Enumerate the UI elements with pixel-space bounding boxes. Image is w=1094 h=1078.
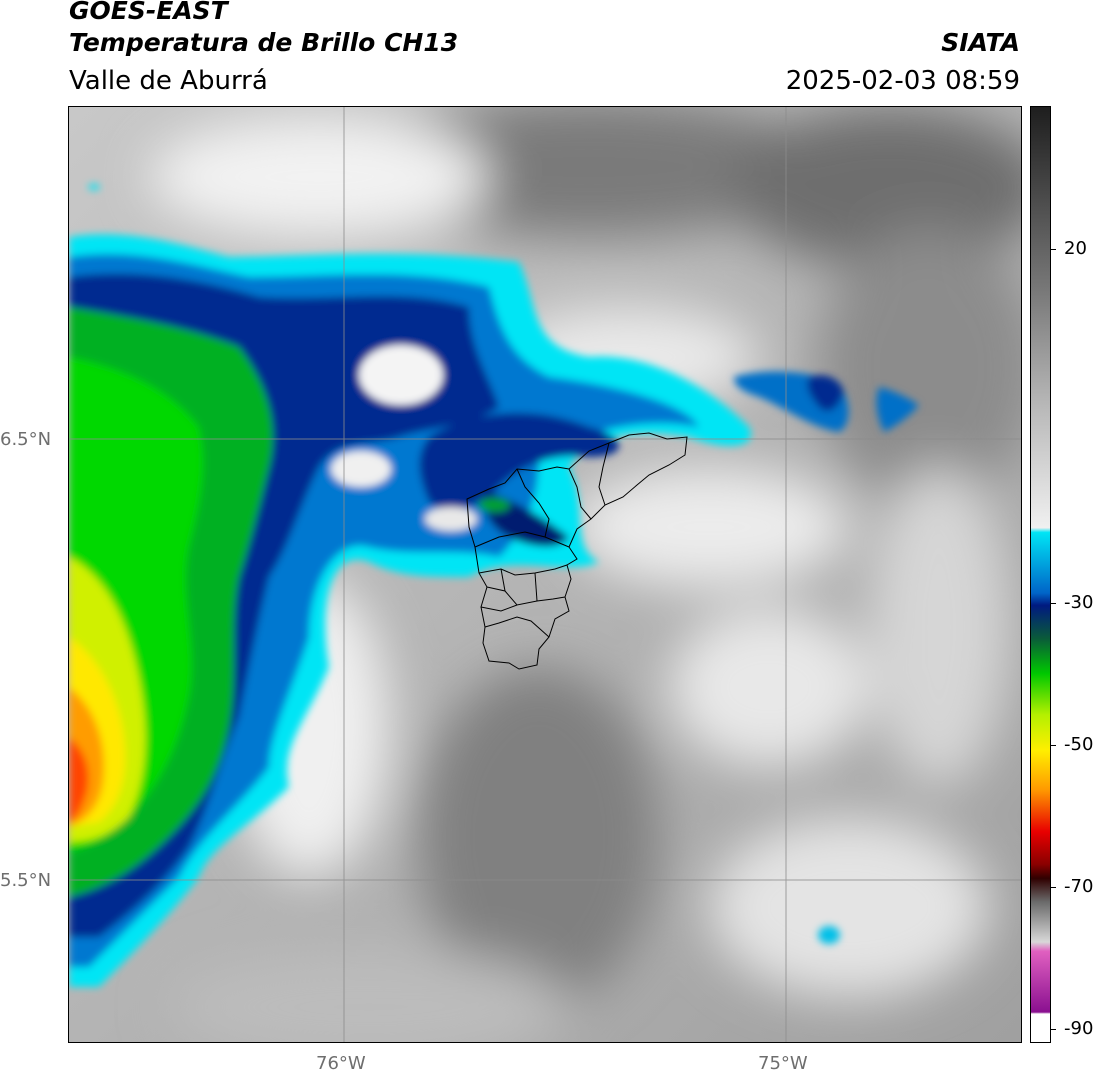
colorbar-tick (1050, 603, 1056, 604)
colorbar-label-20: 20 (1064, 238, 1087, 259)
cloud-tops (69, 184, 919, 988)
satellite-map[interactable] (68, 106, 1022, 1043)
colorbar-tick (1050, 249, 1056, 250)
lat-label-6-5: 6.5°N (0, 429, 52, 450)
municipality-boundaries (466, 432, 688, 670)
colorbar-label-minus70: -70 (1064, 876, 1094, 897)
timestamp-label: 2025-02-03 08:59 (785, 66, 1020, 96)
organization-label: SIATA (941, 28, 1020, 57)
lon-label-75: 75°W (758, 1053, 808, 1074)
colorbar-label-minus30: -30 (1064, 592, 1094, 613)
region-subtitle: Valle de Aburrá (69, 66, 268, 96)
colorbar-tick (1050, 1029, 1056, 1030)
colorbar-tick (1050, 745, 1056, 746)
satellite-title: GOES-EAST (69, 0, 228, 25)
lat-label-5-5: 5.5°N (0, 870, 52, 891)
product-title: Temperatura de Brillo CH13 (69, 28, 459, 57)
graticule (69, 107, 1021, 1042)
colorbar-label-minus90: -90 (1064, 1018, 1094, 1039)
colorbar-label-minus50: -50 (1064, 734, 1094, 755)
map-canvas (69, 107, 1021, 1042)
lon-label-76: 76°W (316, 1053, 366, 1074)
colorbar-tick (1050, 887, 1056, 888)
colorbar (1030, 106, 1051, 1043)
cloud-texture (149, 107, 1021, 1042)
